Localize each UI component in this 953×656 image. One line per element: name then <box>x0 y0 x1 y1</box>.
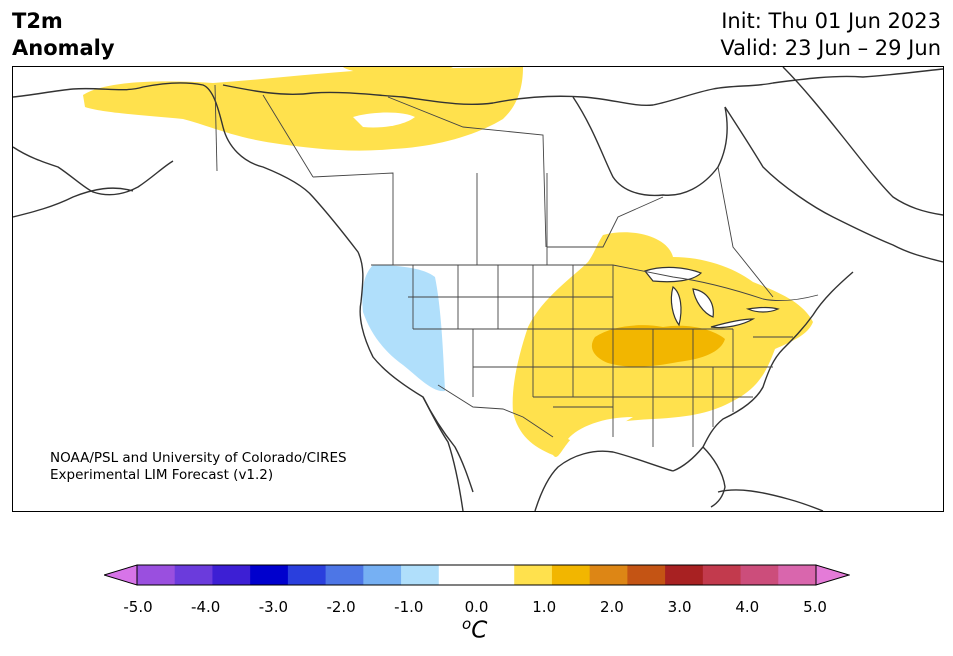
colorbar-cell <box>589 565 628 585</box>
title-line-2: Anomaly <box>12 36 115 60</box>
cool-anomaly-west-coast <box>362 265 445 392</box>
colorbar-tick-label: 1.0 <box>532 598 557 616</box>
colorbar-tick-label: 0.0 <box>464 598 489 616</box>
great-lakes <box>643 266 780 329</box>
colorbar <box>104 564 850 586</box>
colorbar-cell <box>702 565 742 585</box>
colorbar-tick-label: 4.0 <box>735 598 760 616</box>
nwt-nunavut-border <box>387 96 547 248</box>
map-panel: NOAA/PSL and University of Colorado/CIRE… <box>12 66 944 512</box>
bc-alberta-border <box>312 172 394 265</box>
colorbar-cell <box>627 565 666 585</box>
lake-hole <box>353 112 415 128</box>
us-state-lines-east <box>613 328 793 447</box>
colorbar-tick-label: 5.0 <box>803 598 827 616</box>
colorbar-outline <box>136 564 817 586</box>
arctic-coast <box>222 68 943 107</box>
political-borders <box>214 84 819 447</box>
lake-huron <box>692 288 714 318</box>
colorbar-cell <box>778 565 817 585</box>
cuba-coast <box>717 489 824 511</box>
aleutian-coast <box>13 187 134 218</box>
colorbar-cell <box>438 565 477 585</box>
lake-ontario <box>745 306 780 313</box>
hot-anomaly-midwest <box>591 325 725 367</box>
title-line-1: T2m <box>12 9 63 33</box>
colorbar-cell <box>174 565 213 585</box>
colorbar-cell <box>665 565 704 585</box>
unit-label: oC <box>462 615 487 644</box>
warm-anomaly-northern-canada <box>83 67 523 151</box>
credit-text: NOAA/PSL and University of Colorado/CIRE… <box>50 450 347 484</box>
north-america-map <box>13 67 943 511</box>
us-state-lines-west <box>408 265 534 397</box>
gulf-coast <box>534 450 674 511</box>
colorbar-tick-label: 2.0 <box>599 598 624 616</box>
valid-range: Valid: 23 Jun – 29 Jun <box>720 36 941 60</box>
colorbar-cell <box>551 565 591 585</box>
florida-peninsula <box>702 446 726 508</box>
colorbar-cell <box>740 565 779 585</box>
colorbar-tick-label: -1.0 <box>394 598 424 616</box>
unit-symbol: C <box>471 617 488 644</box>
forecast-dates: Init: Thu 01 Jun 2023 Valid: 23 Jun – 29… <box>720 8 941 62</box>
baja-california <box>422 396 474 493</box>
credit-line-1: NOAA/PSL and University of Colorado/CIRE… <box>50 450 347 466</box>
us-mexico-border <box>437 384 554 438</box>
lake-superior <box>643 266 703 283</box>
greenland-coast <box>782 67 943 216</box>
labrador-coast <box>724 106 943 263</box>
us-canada-border <box>371 264 819 302</box>
init-date: Init: Thu 01 Jun 2023 <box>721 9 941 33</box>
warm-anomaly-gulf-tip <box>568 417 633 447</box>
lake-michigan <box>670 285 682 327</box>
colorbar-min-arrow <box>104 564 138 586</box>
anomaly-fields <box>83 67 813 457</box>
colorbar-cell <box>476 565 515 585</box>
alaska-west-coast <box>13 146 174 196</box>
warm-anomaly-arctic-islands <box>343 67 453 76</box>
colorbar-cell <box>250 565 289 585</box>
hudson-bay-coast <box>572 96 728 197</box>
colorbar-cell <box>212 565 251 585</box>
manitoba-ontario-border <box>547 196 664 248</box>
colorbar-tick-label: -2.0 <box>326 598 356 616</box>
lake-erie <box>710 318 756 329</box>
colorbar-cell <box>514 565 553 585</box>
colorbar-cell <box>363 565 402 585</box>
us-state-lines-central <box>533 265 614 437</box>
coastlines <box>13 67 943 511</box>
colorbar-cells <box>137 565 817 585</box>
colorbar-tick-label: -3.0 <box>258 598 289 616</box>
colorbar-tick-label: -5.0 <box>123 598 153 616</box>
credit-line-2: Experimental LIM Forecast (v1.2) <box>50 467 274 483</box>
yukon-nwt-border <box>262 94 314 178</box>
colorbar-max-arrow <box>815 564 850 586</box>
map-title: T2m Anomaly <box>12 8 115 62</box>
ontario-quebec-border <box>717 166 774 298</box>
colorbar-cell <box>287 565 327 585</box>
colorbar-tick-label: 3.0 <box>667 598 692 616</box>
alaska-canada-border <box>214 84 218 172</box>
unit-degree-sup: o <box>462 615 472 633</box>
colorbar-cell <box>137 565 176 585</box>
colorbar-cell <box>401 565 440 585</box>
colorbar-tick-label: -4.0 <box>191 598 221 616</box>
colorbar-cell <box>325 565 364 585</box>
